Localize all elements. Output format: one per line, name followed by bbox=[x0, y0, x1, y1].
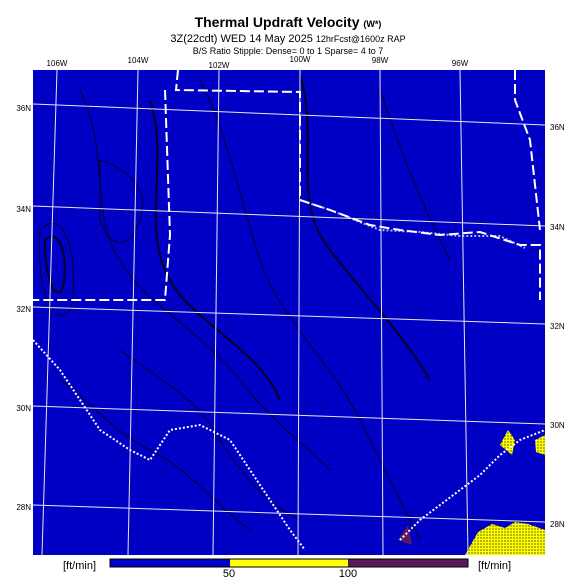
grid-lines bbox=[32, 69, 546, 556]
lat-label: 28N bbox=[550, 520, 565, 529]
lon-label: 98W bbox=[372, 56, 389, 65]
colorbar-unit: [ft/min] bbox=[63, 560, 96, 572]
lat-label: 32N bbox=[16, 305, 31, 314]
lon-label: 100W bbox=[290, 55, 311, 64]
lon-label: 102W bbox=[209, 61, 230, 70]
yellow-area bbox=[465, 522, 545, 555]
colorbar-unit: [ft/min] bbox=[478, 560, 511, 572]
colorbar-segment bbox=[230, 559, 348, 567]
lat-label: 32N bbox=[550, 322, 565, 331]
lat-label: 28N bbox=[16, 503, 31, 512]
contours bbox=[38, 74, 451, 541]
lat-label: 34N bbox=[16, 205, 31, 214]
lat-label: 34N bbox=[550, 223, 565, 232]
colorbar-segment bbox=[348, 559, 468, 567]
subtitle: 3Z(22cdt) WED 14 May 2025 12hrFcst@1600z… bbox=[170, 33, 405, 45]
lon-label: 96W bbox=[452, 59, 469, 68]
lat-label: 36N bbox=[550, 123, 565, 132]
title-suffix: (W*) bbox=[363, 19, 381, 29]
colorbar-tick-label: 100 bbox=[339, 568, 357, 579]
colorbar-frame bbox=[109, 558, 469, 568]
yellow-area bbox=[500, 430, 545, 455]
purple-area bbox=[398, 525, 412, 545]
colorbar: [ft/min] [ft/min] 50 100 bbox=[63, 558, 511, 579]
colorbar-segment bbox=[110, 559, 230, 567]
lon-label: 104W bbox=[128, 56, 149, 65]
lat-labels-right: 36N 34N 32N 30N 28N bbox=[550, 123, 565, 529]
lat-label: 30N bbox=[550, 421, 565, 430]
subtitle-text: 3Z(22cdt) WED 14 May 2025 bbox=[170, 33, 312, 45]
lat-label: 36N bbox=[16, 104, 31, 113]
title-text: Thermal Updraft Velocity bbox=[195, 14, 360, 30]
lat-labels-left: 36N 34N 32N 30N 28N bbox=[16, 104, 31, 512]
note: B/S Ratio Stipple: Dense= 0 to 1 Sparse=… bbox=[193, 46, 384, 56]
lon-labels: 106W 104W 102W 100W 98W 96W bbox=[47, 55, 469, 70]
colorbar-tick-label: 50 bbox=[223, 568, 235, 579]
title: Thermal Updraft Velocity (W*) bbox=[195, 14, 382, 30]
lon-label: 106W bbox=[47, 59, 68, 68]
stipple bbox=[33, 70, 545, 555]
lat-label: 30N bbox=[16, 404, 31, 413]
subtitle-suffix: 12hrFcst@1600z RAP bbox=[316, 34, 406, 44]
map bbox=[32, 69, 546, 556]
